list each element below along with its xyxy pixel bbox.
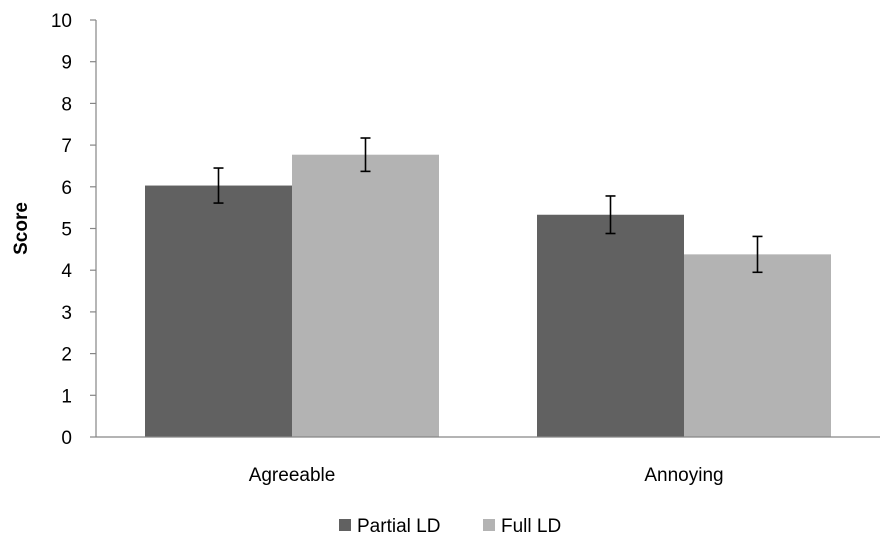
legend-label: Full LD: [501, 516, 561, 537]
y-axis-ticks: 0 1 2 3 4 5 6 7 8 9 10: [51, 11, 96, 449]
error-bar: [360, 137, 371, 173]
y-tick-label: 4: [61, 261, 72, 282]
bars: [145, 154, 831, 438]
bar-full-ld-agreeable: [292, 154, 439, 438]
bar-partial-ld-agreeable: [145, 185, 292, 437]
y-tick-label: 2: [61, 345, 72, 366]
y-tick-label: 10: [51, 11, 72, 32]
y-tick-label: 6: [61, 178, 72, 199]
y-tick-label: 3: [61, 303, 72, 324]
bar-full-ld-annoying: [684, 254, 831, 437]
y-tick-label: 1: [61, 386, 72, 407]
legend-item-partial-ld: Partial LD: [339, 516, 440, 537]
legend-label: Partial LD: [357, 516, 440, 537]
error-bar: [605, 195, 616, 235]
legend-item-full-ld: Full LD: [483, 516, 561, 537]
legend-swatch: [339, 519, 351, 531]
error-bar: [752, 235, 763, 274]
y-tick-label: 7: [61, 136, 72, 157]
error-bar: [213, 167, 224, 204]
y-tick-label: 9: [61, 53, 72, 74]
legend-swatch: [483, 519, 495, 531]
x-axis-categories: Agreeable Annoying: [249, 465, 724, 486]
y-tick-label: 8: [61, 94, 72, 115]
y-tick-label: 0: [61, 428, 72, 449]
error-bars: [213, 137, 763, 274]
legend: Partial LD Full LD: [339, 516, 561, 537]
y-axis-title: Score: [11, 202, 32, 255]
x-category-label: Agreeable: [249, 465, 336, 486]
x-category-label: Annoying: [644, 465, 723, 486]
y-tick-label: 5: [61, 220, 72, 241]
bar-partial-ld-annoying: [537, 214, 684, 437]
